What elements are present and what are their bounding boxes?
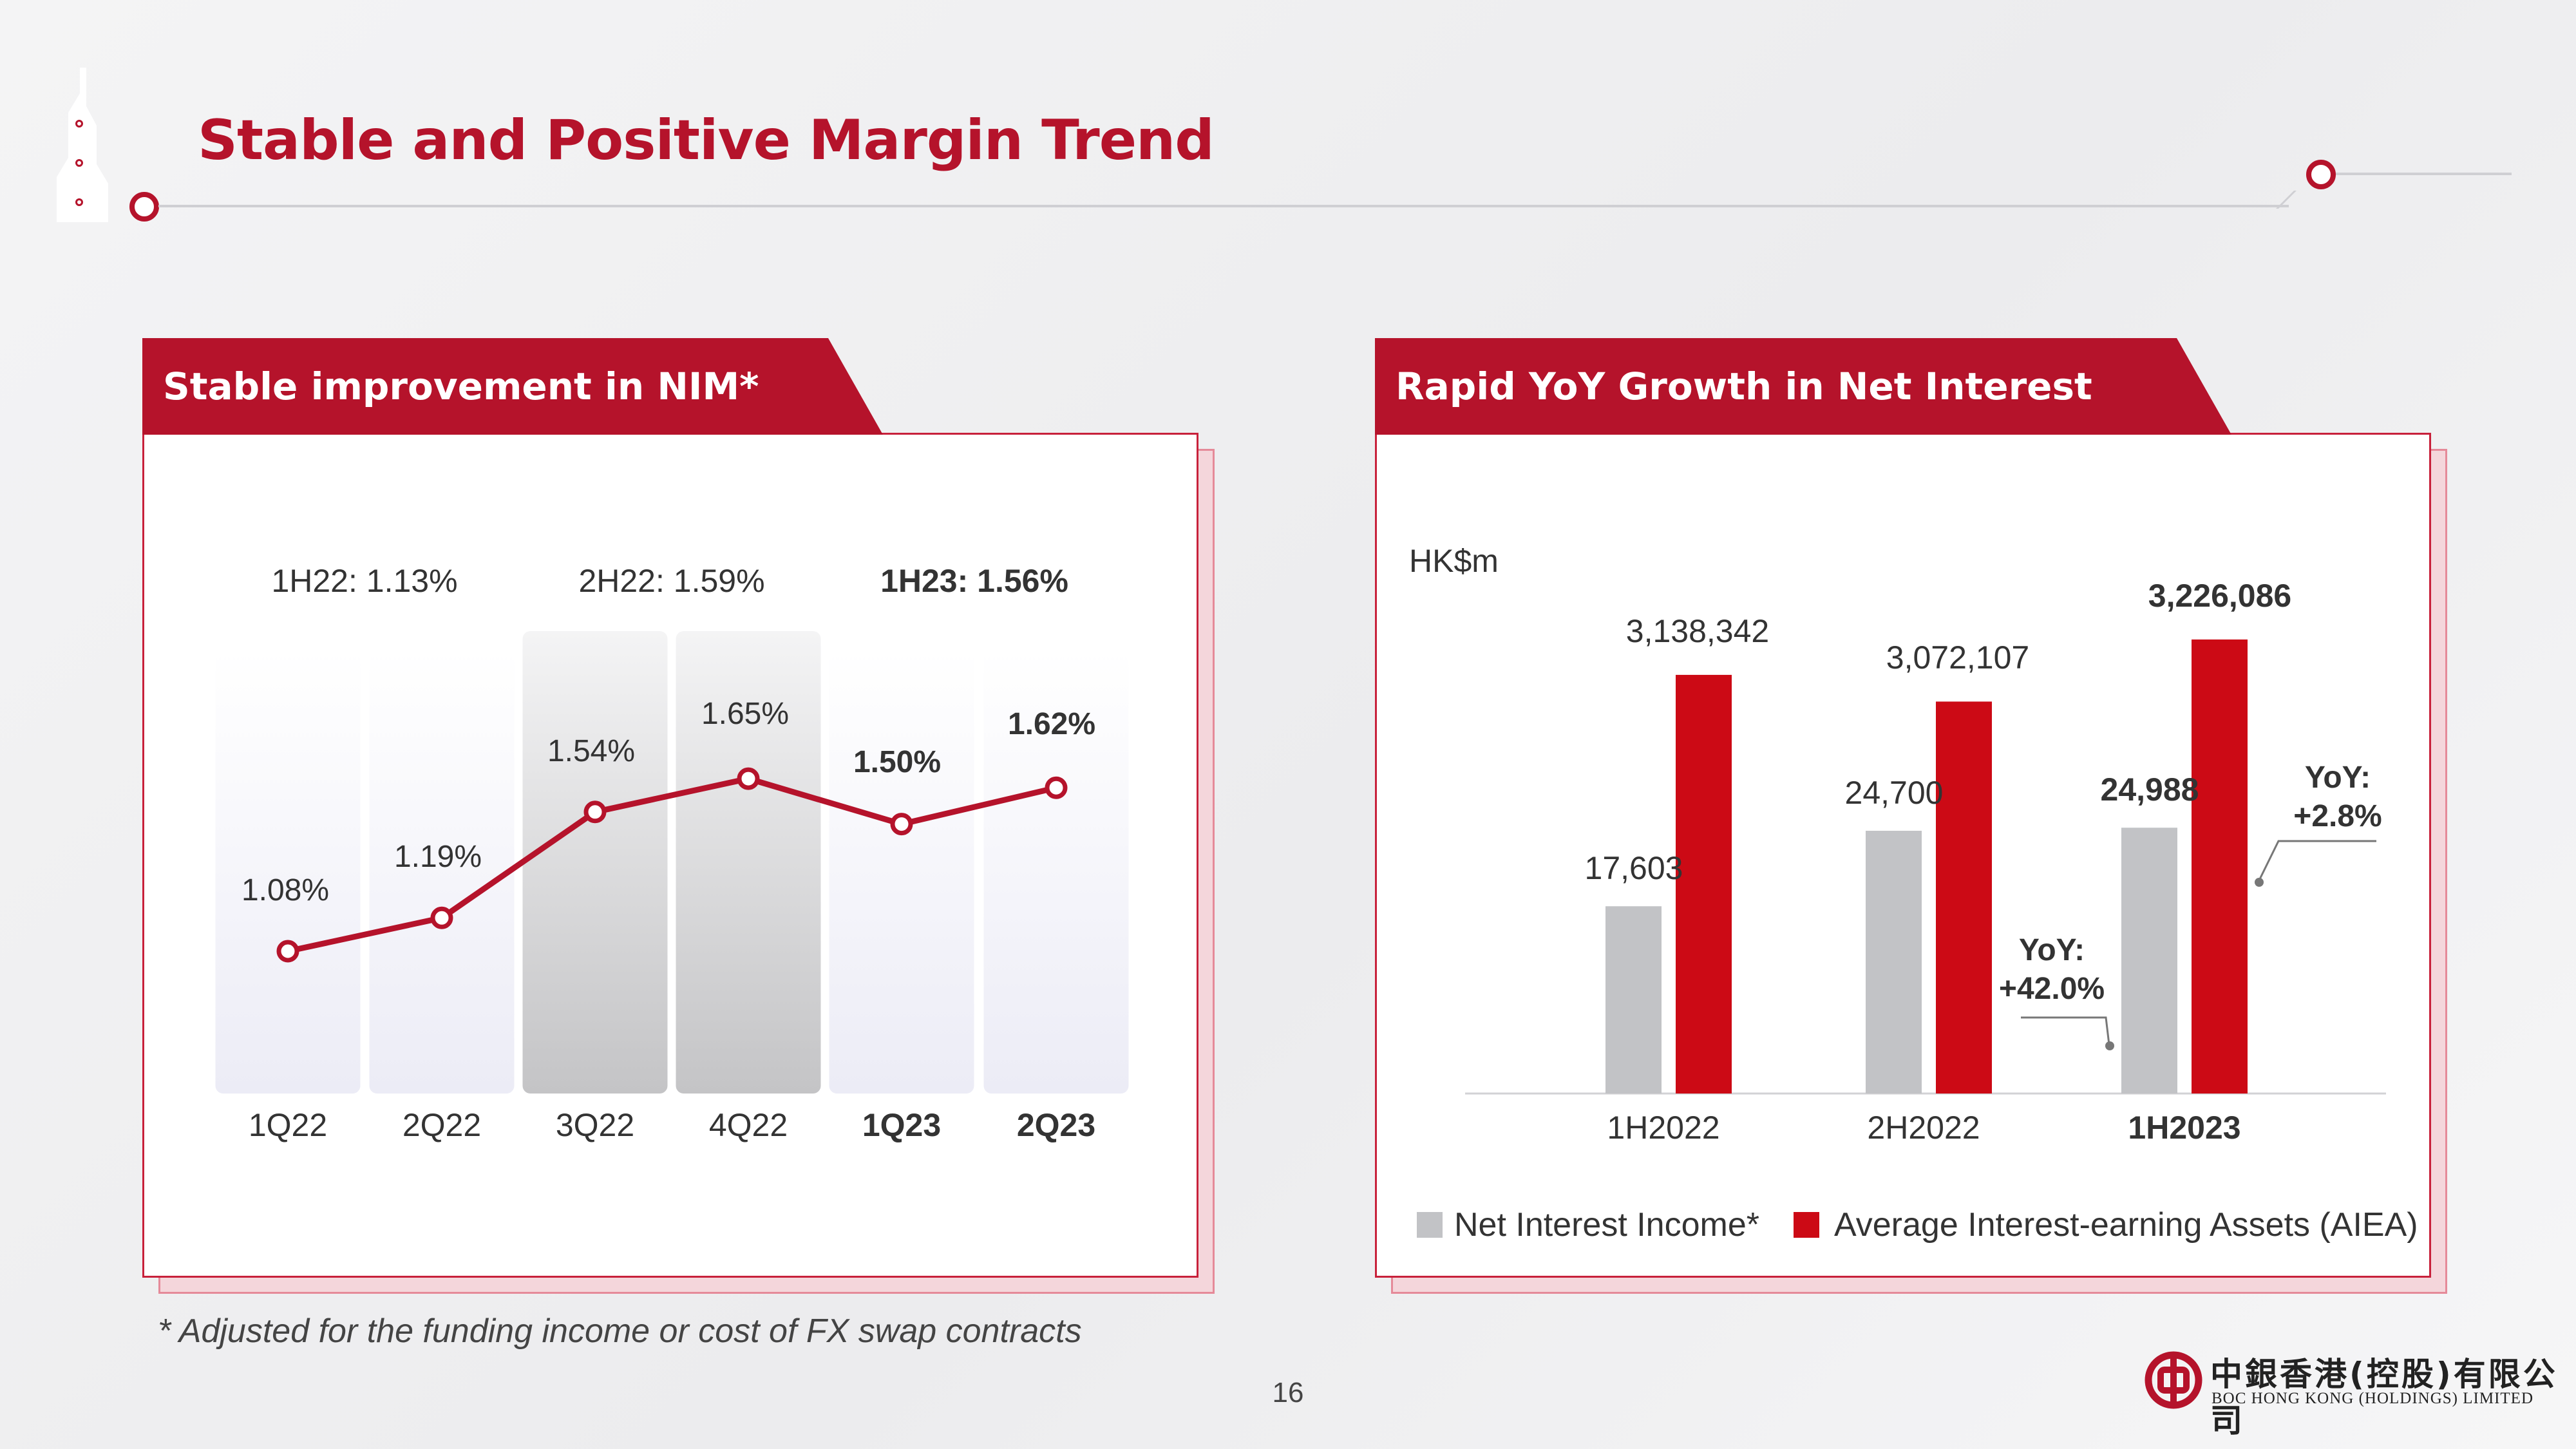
nii-y-axis-label: HK$m	[1409, 543, 1499, 579]
nii-bar-1H2022	[1605, 906, 1662, 1094]
aiea-value-label-1H2023: 3,226,086	[2148, 578, 2292, 614]
nim-column-4Q22	[676, 631, 821, 1094]
nim-data-label-2Q22: 1.19%	[393, 840, 482, 875]
nii-bar-2H2022	[1866, 831, 1922, 1094]
nim-category-label-3Q22: 3Q22	[555, 1107, 635, 1143]
aiea-value-label-1H2022: 3,138,342	[1625, 612, 1770, 649]
nim-column-2Q22	[369, 650, 515, 1094]
yoy-leader-aiea-dot	[2255, 878, 2264, 887]
page-number: 16	[1272, 1377, 1304, 1408]
nim-category-label-1Q22: 1Q22	[248, 1107, 328, 1143]
nii-bar-1H2023	[2121, 828, 2177, 1094]
aiea-bar-1H2023	[2192, 639, 2248, 1094]
nii-category-label-1H2023: 1H2023	[2128, 1110, 2241, 1146]
header-ring-right	[2306, 160, 2336, 189]
nim-column-1Q22	[215, 650, 361, 1094]
aiea-value-label-2H2022: 3,072,107	[1886, 639, 2030, 676]
aiea-bar-2H2022	[1936, 701, 1992, 1094]
decor-dot	[75, 120, 83, 128]
nim-point-1Q23	[890, 813, 913, 836]
yoy-aiea-label-1: YoY:	[2304, 761, 2371, 795]
header-divider	[158, 205, 2289, 207]
tower-logo	[57, 68, 108, 222]
nim-category-label-2Q22: 2Q22	[402, 1107, 482, 1143]
yoy-leader-nii	[2021, 1016, 2110, 1045]
nii-chart-title: Rapid YoY Growth in Net Interest Income*	[1375, 338, 2231, 435]
nim-category-label-4Q22: 4Q22	[708, 1107, 788, 1143]
logo-chinese-name: 中銀香港(控股)有限公司	[2210, 1356, 2558, 1439]
nim-half-year-label-1: 2H22: 1.59%	[578, 563, 765, 599]
yoy-leader-aiea	[2258, 840, 2376, 881]
yoy-nii-label-2: +42.0%	[1998, 972, 2105, 1006]
nim-point-3Q22	[583, 800, 607, 824]
nim-point-1Q22	[276, 940, 299, 963]
nim-point-2Q22	[430, 906, 453, 929]
nii-value-label-1H2023: 24,988	[2100, 772, 2199, 808]
legend-label-nii: Net Interest Income*	[1454, 1206, 1759, 1244]
nim-line-series	[287, 775, 1057, 954]
nim-column-2Q23	[983, 650, 1129, 1094]
nim-data-label-3Q22: 1.54%	[547, 734, 636, 768]
nim-half-year-label-2: 1H23: 1.56%	[880, 563, 1068, 599]
aiea-bar-1H2022	[1676, 674, 1732, 1094]
nim-point-2Q23	[1045, 776, 1068, 799]
footnote: * Adjusted for the funding income or cos…	[158, 1312, 1082, 1350]
yoy-aiea-label-2: +2.8%	[2293, 799, 2382, 833]
yoy-nii-label-1: YoY:	[2018, 933, 2085, 967]
header-divider-right	[2331, 173, 2512, 175]
nim-data-label-4Q22: 1.65%	[701, 697, 790, 732]
nim-point-4Q22	[737, 767, 760, 790]
legend-swatch-nii	[1417, 1212, 1443, 1238]
nim-category-label-2Q23: 2Q23	[1016, 1107, 1096, 1143]
nii-value-label-1H2022: 17,603	[1584, 850, 1683, 887]
legend-label-aiea: Average Interest-earning Assets (AIEA)	[1834, 1206, 2418, 1244]
decor-dot	[75, 159, 83, 167]
yoy-leader-nii-dot	[2105, 1041, 2114, 1050]
nii-category-label-2H2022: 2H2022	[1867, 1110, 1980, 1146]
logo-english-name: BOC HONG KONG (HOLDINGS) LIMITED	[2211, 1390, 2534, 1407]
nim-data-label-1Q23: 1.50%	[853, 744, 942, 779]
page-title: Stable and Positive Margin Trend	[198, 108, 1215, 173]
nim-chart-title: Stable improvement in NIM*	[142, 338, 883, 435]
header-ring-left	[129, 192, 159, 222]
decor-dot	[75, 198, 83, 206]
nim-data-label-2Q23: 1.62%	[1007, 707, 1096, 742]
nim-half-year-label-0: 1H22: 1.13%	[271, 563, 458, 599]
nii-category-label-1H2022: 1H2022	[1607, 1110, 1720, 1146]
nim-column-1Q23	[829, 650, 974, 1094]
nii-value-label-2H2022: 24,700	[1844, 775, 1944, 811]
nim-column-3Q22	[522, 631, 668, 1094]
boc-logo-icon	[2145, 1351, 2202, 1409]
legend-swatch-aiea	[1794, 1212, 1819, 1238]
nim-data-label-1Q22: 1.08%	[241, 873, 330, 907]
nim-category-label-1Q23: 1Q23	[862, 1107, 942, 1143]
